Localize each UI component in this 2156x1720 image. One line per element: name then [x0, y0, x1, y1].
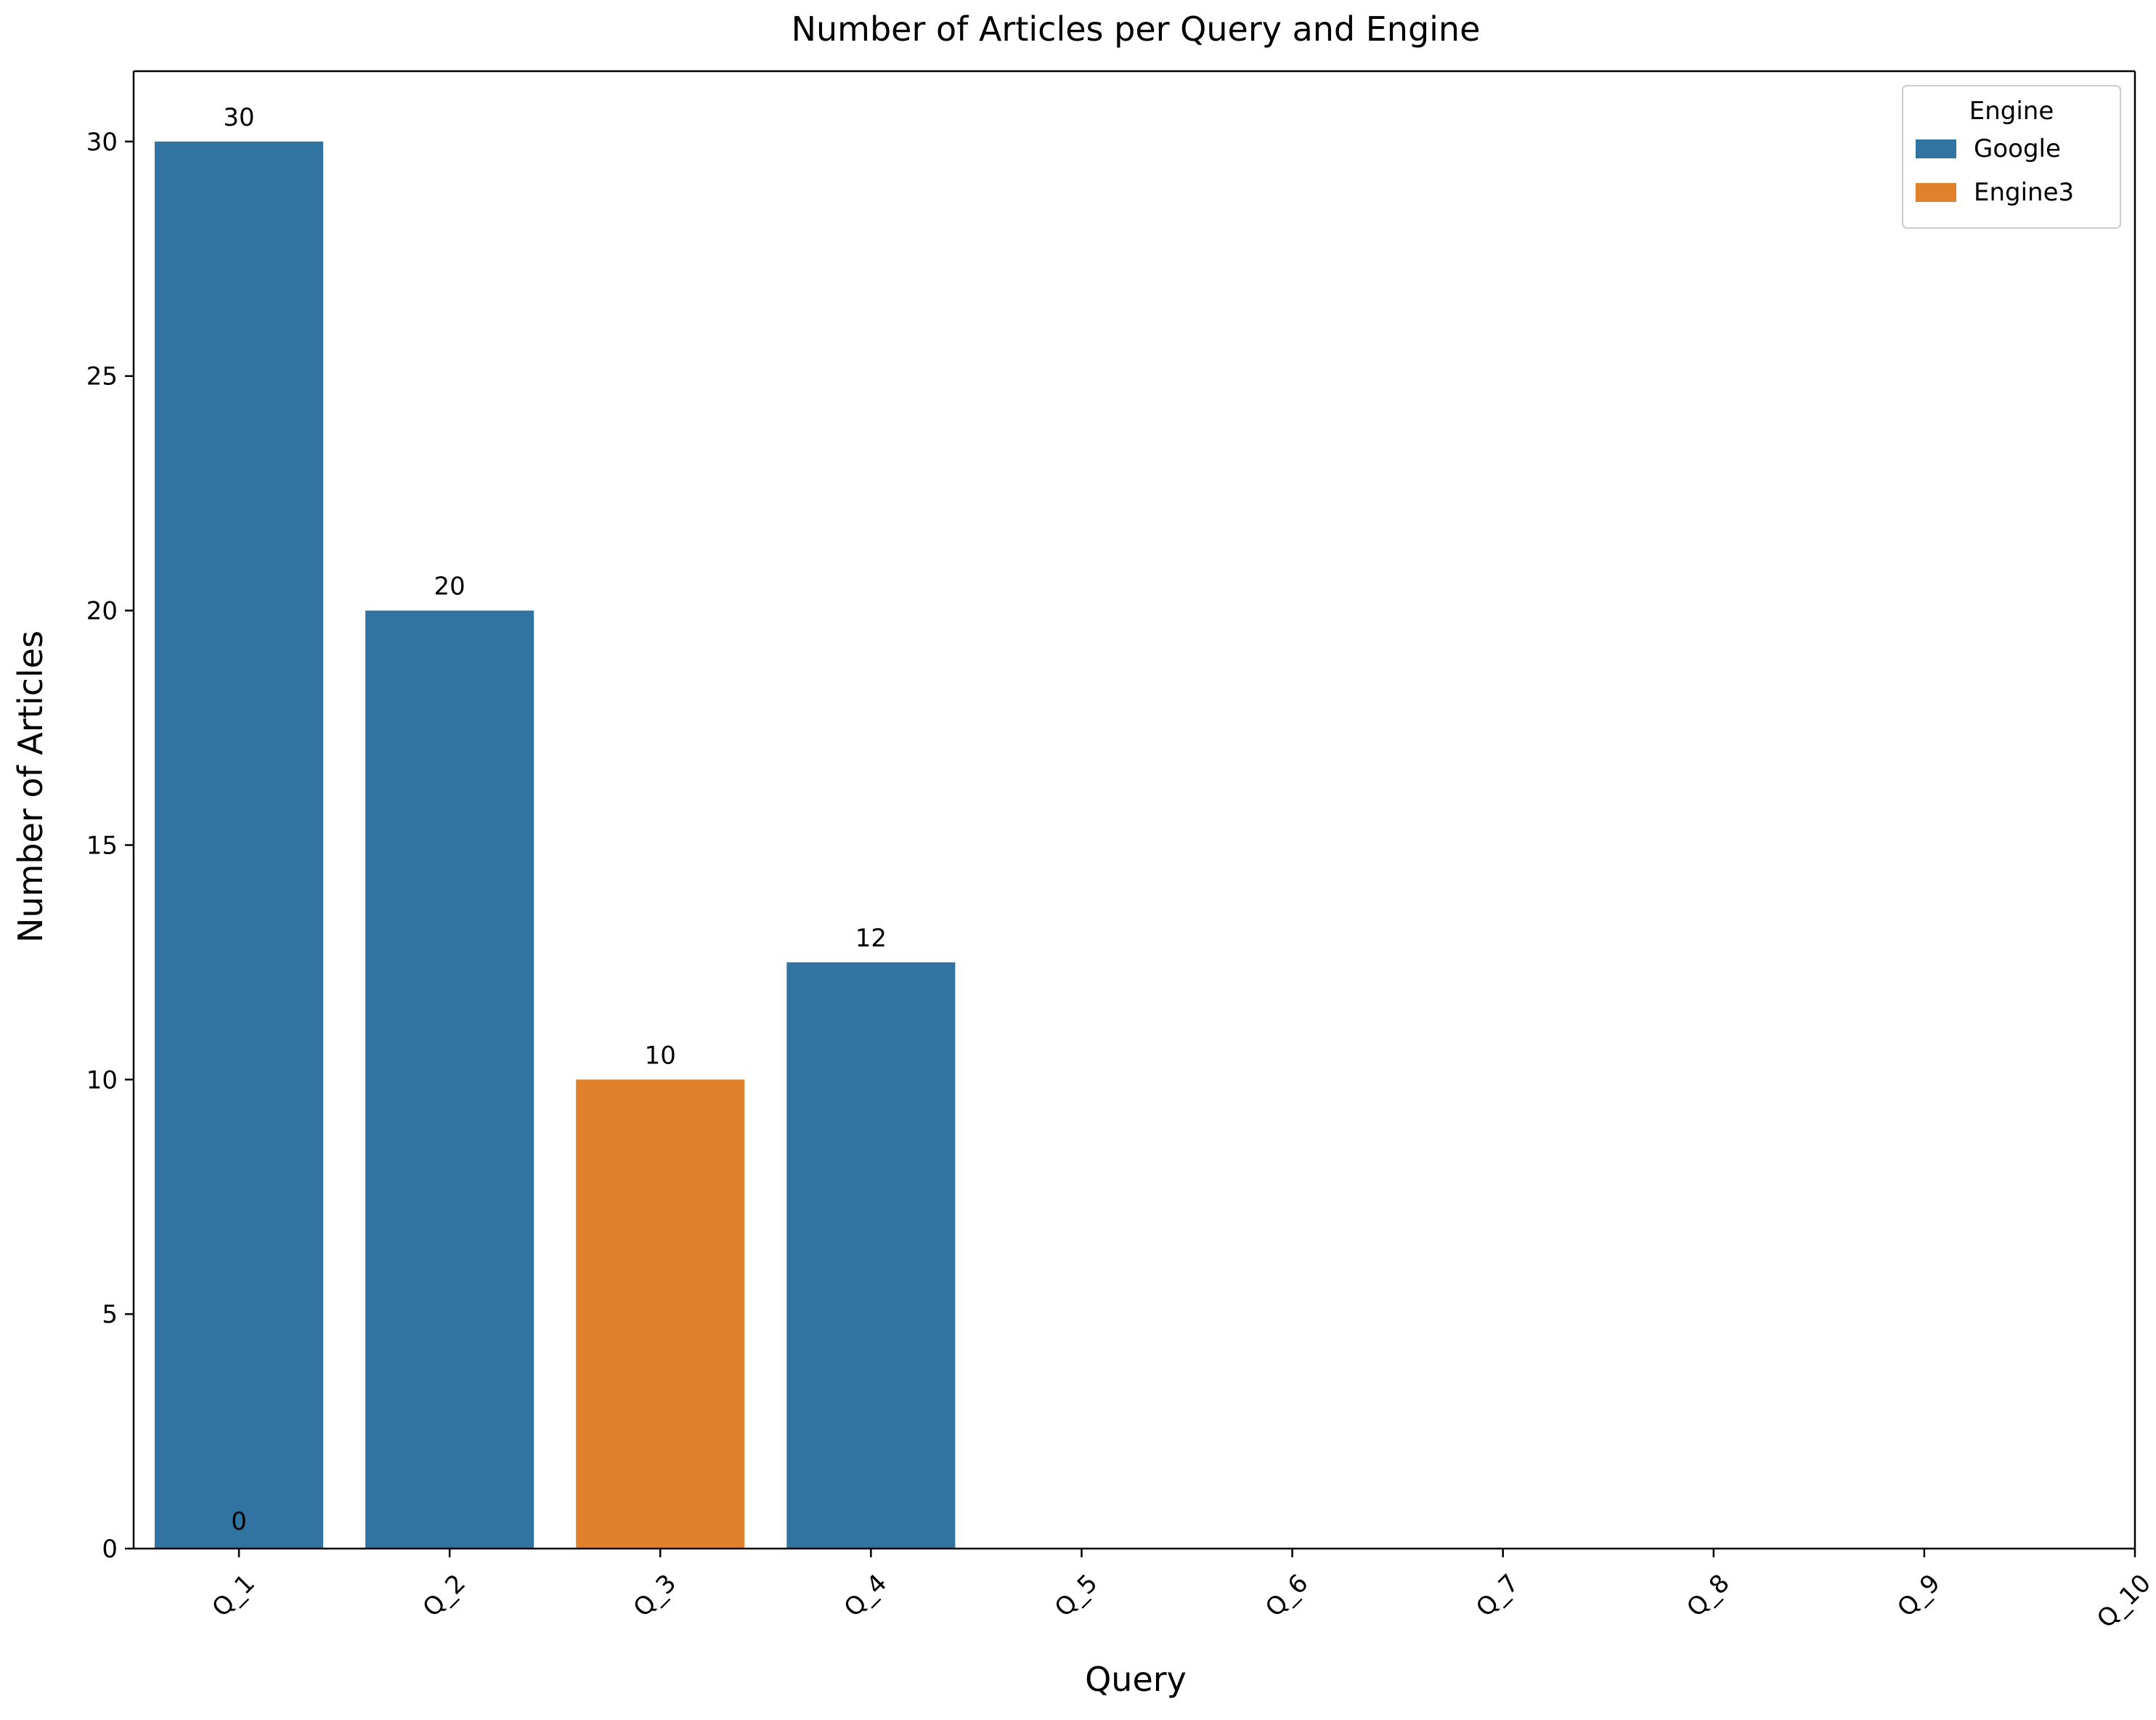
- y-tick-label: 20: [86, 597, 118, 626]
- legend-box: [1902, 85, 2121, 229]
- x-tick-label: Q_8: [1681, 1569, 1736, 1623]
- x-tick-label: Q_4: [839, 1569, 893, 1623]
- legend-entry-label: Google: [1974, 134, 2061, 163]
- legend: Engine Google Engine3: [1902, 85, 2121, 229]
- bar-q-4: [786, 962, 956, 1549]
- plot-area: 30 20 10 12 0 0 5 10 15 20 25 30 Q_1 Q_2 Q_3 Q_4 Q_5 Q_6 Q…: [86, 70, 2156, 1634]
- bar-q-2: [365, 610, 534, 1549]
- bar-q-3: [576, 1079, 745, 1549]
- x-tick-label: Q_2: [418, 1569, 472, 1623]
- legend-entry-label: Engine3: [1974, 178, 2074, 207]
- y-tick-label: 5: [102, 1300, 118, 1329]
- chart-title: Number of Articles per Query and Engine: [792, 9, 1481, 49]
- y-tick-label: 15: [86, 831, 118, 860]
- x-tick-label: Q_7: [1470, 1569, 1525, 1623]
- legend-title: Engine: [1969, 97, 2054, 126]
- y-axis-label: Number of Articles: [11, 630, 50, 943]
- bar-value-label: 30: [223, 103, 254, 132]
- bar-q-1: [155, 141, 324, 1549]
- x-tick-label: Q_5: [1049, 1569, 1104, 1623]
- y-tick-label: 0: [102, 1535, 118, 1564]
- x-tick-label: Q_3: [628, 1569, 683, 1623]
- y-tick-label: 10: [86, 1066, 118, 1095]
- legend-swatch: [1916, 139, 1956, 158]
- x-axis-label: Query: [1085, 1660, 1187, 1699]
- y-tick-label: 25: [86, 362, 118, 392]
- x-tick-label: Q_9: [1892, 1569, 1946, 1623]
- x-tick-label: Q_1: [206, 1569, 261, 1623]
- bar-value-label: 20: [434, 572, 465, 601]
- bar-value-label: 10: [645, 1041, 676, 1070]
- bar-value-label: 0: [231, 1507, 247, 1536]
- y-tick-label: 30: [86, 128, 118, 157]
- x-tick-label: Q_10: [2091, 1569, 2156, 1634]
- x-tick-label: Q_6: [1260, 1569, 1314, 1623]
- bar-value-label: 12: [855, 924, 887, 953]
- legend-swatch: [1916, 183, 1956, 202]
